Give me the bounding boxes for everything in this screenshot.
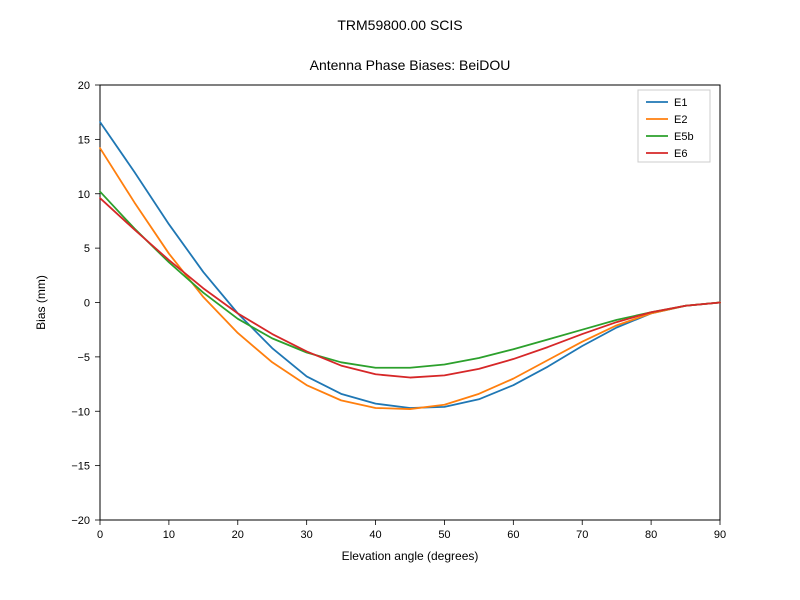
x-tick-label: 0	[97, 529, 103, 541]
legend-label: E2	[674, 114, 687, 126]
legend-label: E6	[674, 148, 687, 160]
y-tick-label: −5	[77, 352, 90, 364]
x-tick-label: 20	[232, 529, 244, 541]
y-tick-label: −20	[71, 515, 90, 527]
y-tick-label: 0	[84, 298, 90, 310]
x-tick-label: 40	[369, 529, 381, 541]
x-axis-label: Elevation angle (degrees)	[342, 549, 479, 563]
x-tick-label: 70	[576, 529, 588, 541]
y-tick-label: −15	[71, 461, 90, 473]
x-tick-label: 90	[714, 529, 726, 541]
y-tick-label: 20	[78, 80, 90, 92]
y-tick-label: 15	[78, 134, 90, 146]
y-axis-label: Bias (mm)	[34, 275, 48, 330]
x-tick-label: 50	[438, 529, 450, 541]
legend-label: E5b	[674, 131, 694, 143]
chart-title: Antenna Phase Biases: BeiDOU	[310, 57, 511, 73]
y-tick-label: 5	[84, 243, 90, 255]
x-tick-label: 10	[163, 529, 175, 541]
chart-container: 0 10 20 30 40 50 60 70 80 90 −20 −15 −10 −5 0 5 10 15 20 TR…	[0, 0, 800, 600]
y-tick-label: −10	[71, 406, 90, 418]
x-tick-label: 60	[507, 529, 519, 541]
line-chart: 0 10 20 30 40 50 60 70 80 90 −20 −15 −10 −5 0 5 10 15 20 TR…	[0, 0, 800, 600]
chart-super-title: TRM59800.00 SCIS	[337, 17, 462, 33]
legend-label: E1	[674, 97, 687, 109]
y-tick-label: 10	[78, 189, 90, 201]
x-tick-label: 30	[301, 529, 313, 541]
x-tick-label: 80	[645, 529, 657, 541]
